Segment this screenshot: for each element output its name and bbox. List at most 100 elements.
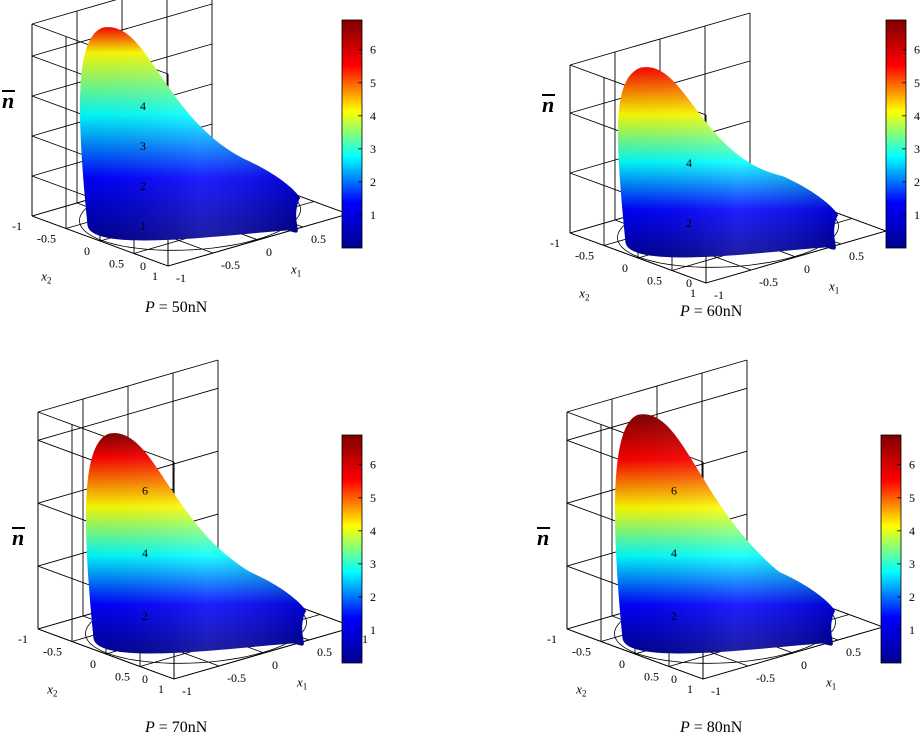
surface-shading [614, 414, 836, 654]
x2-tick-label: -1 [18, 632, 28, 646]
grid-line [566, 628, 704, 680]
grid-line [569, 232, 707, 284]
z-tick-label: 0 [671, 672, 677, 686]
z-tick-label: 2 [142, 609, 148, 623]
x2-axis-label: x2 [46, 682, 57, 699]
x2-tick-label: -1 [12, 219, 22, 233]
surface-shading [79, 27, 301, 241]
colorbar-tick-label: 6 [909, 458, 915, 472]
colorbar-tick-label: 2 [909, 590, 915, 604]
x1-tick-label: -0.5 [221, 258, 240, 272]
x1-tick-label: 0 [801, 658, 807, 672]
z-tick-label: 6 [671, 483, 677, 497]
colorbar-tick-label: 6 [370, 458, 376, 472]
x2-tick-label: 1 [690, 286, 696, 300]
grid-line [37, 628, 175, 680]
grid-line [566, 359, 748, 413]
surface-plot: 0 2 4 6 -1 -0.5 0 0.5 1 -1 -0.5 0 0.5 1 n x1 x2 1 2 3 4 5 6 [12, 359, 376, 699]
colorbar-tick-label: 4 [909, 524, 915, 538]
colorbar-tick-label: 4 [914, 109, 920, 123]
z-tick-label: 6 [142, 483, 148, 497]
z-tick-label: 4 [142, 546, 148, 560]
colorbar [880, 434, 902, 664]
axis-line [173, 626, 355, 680]
z-tick-label: 0 [140, 259, 146, 273]
panel-caption: P = 60nN [680, 303, 743, 320]
colorbar [341, 19, 363, 249]
x2-tick-label: -0.5 [572, 645, 591, 659]
colorbar-tick-label: 3 [909, 557, 915, 571]
x1-axis-label: x1 [825, 674, 836, 691]
x2-tick-label: 1 [158, 682, 164, 696]
colorbar-tick-label: 5 [914, 76, 920, 90]
z-tick-label: 4 [671, 546, 677, 560]
colorbar-tick-label: 4 [370, 109, 376, 123]
x2-tick-label: 0 [90, 657, 96, 671]
x2-tick-label: -1 [547, 632, 557, 646]
x1-tick-label: -0.5 [759, 275, 778, 289]
z-tick-label: 1 [140, 219, 146, 233]
x1-tick-label: 0 [804, 262, 810, 276]
panel-caption: P = 80nN [680, 719, 743, 736]
z-axis-label: n [12, 525, 24, 550]
z-tick-label: 2 [140, 179, 146, 193]
axis-line [702, 626, 884, 680]
colorbar-tick-label: 1 [370, 208, 376, 222]
x2-tick-label: -1 [550, 236, 560, 250]
colorbar-tick-label: 3 [370, 142, 376, 156]
grid-line [566, 387, 748, 441]
z-tick-label: 0 [686, 276, 692, 290]
grid-line [31, 215, 169, 267]
x1-tick-label: 0.5 [311, 232, 326, 246]
x2-tick-label: 0.5 [647, 274, 662, 288]
x1-tick-label: -1 [182, 684, 192, 698]
colorbar-tick-label: 5 [370, 491, 376, 505]
grid-line [37, 387, 219, 441]
x2-tick-label: 0 [84, 244, 90, 258]
x2-axis-label: x2 [575, 682, 586, 699]
x1-tick-label: -0.5 [756, 671, 775, 685]
colorbar [885, 19, 907, 249]
x1-axis-label: x1 [290, 261, 301, 278]
colorbar-tick-label: 3 [370, 557, 376, 571]
grid-line [569, 12, 751, 66]
surface-shading [85, 433, 307, 654]
panel-caption: P = 70nN [145, 719, 208, 736]
x2-tick-label: -0.5 [575, 249, 594, 263]
surface-shading [617, 67, 839, 258]
x2-axis-label: x2 [578, 286, 589, 303]
x2-tick-label: -0.5 [43, 645, 62, 659]
x2-tick-label: 1 [152, 269, 158, 283]
z-axis-label: n [2, 88, 14, 113]
z-tick-label: 4 [140, 99, 146, 113]
x1-tick-label: -1 [714, 288, 724, 302]
z-tick-label: 3 [140, 139, 146, 153]
x1-tick-label: 1 [362, 632, 368, 646]
colorbar-tick-label: 5 [370, 76, 376, 90]
x2-tick-label: 0.5 [644, 670, 659, 684]
surface-panel-p70: 0 2 4 6 -1 -0.5 0 0.5 1 -1 -0.5 0 0.5 1 n x1 x2 1 2 3 4 5 6 P … [0, 359, 460, 741]
colorbar-tick-label: 2 [370, 175, 376, 189]
x2-tick-label: 0.5 [109, 257, 124, 271]
z-axis-label: n [542, 92, 554, 117]
colorbar-tick-label: 4 [370, 524, 376, 538]
x2-tick-label: -0.5 [37, 232, 56, 246]
x1-tick-label: 0 [272, 658, 278, 672]
z-tick-label: 2 [671, 609, 677, 623]
x2-tick-label: 0.5 [115, 670, 130, 684]
x2-tick-label: 1 [687, 682, 693, 696]
x1-tick-label: 0 [266, 245, 272, 259]
grid-line [31, 0, 117, 25]
colorbar [341, 434, 363, 664]
panel-caption: P = 50nN [145, 299, 208, 316]
colorbar-tick-label: 3 [914, 142, 920, 156]
colorbar-tick-label: 1 [370, 623, 376, 637]
z-axis-label: n [537, 525, 549, 550]
grid-line [31, 3, 213, 57]
x1-axis-label: x1 [296, 674, 307, 691]
colorbar-tick-label: 6 [914, 43, 920, 57]
